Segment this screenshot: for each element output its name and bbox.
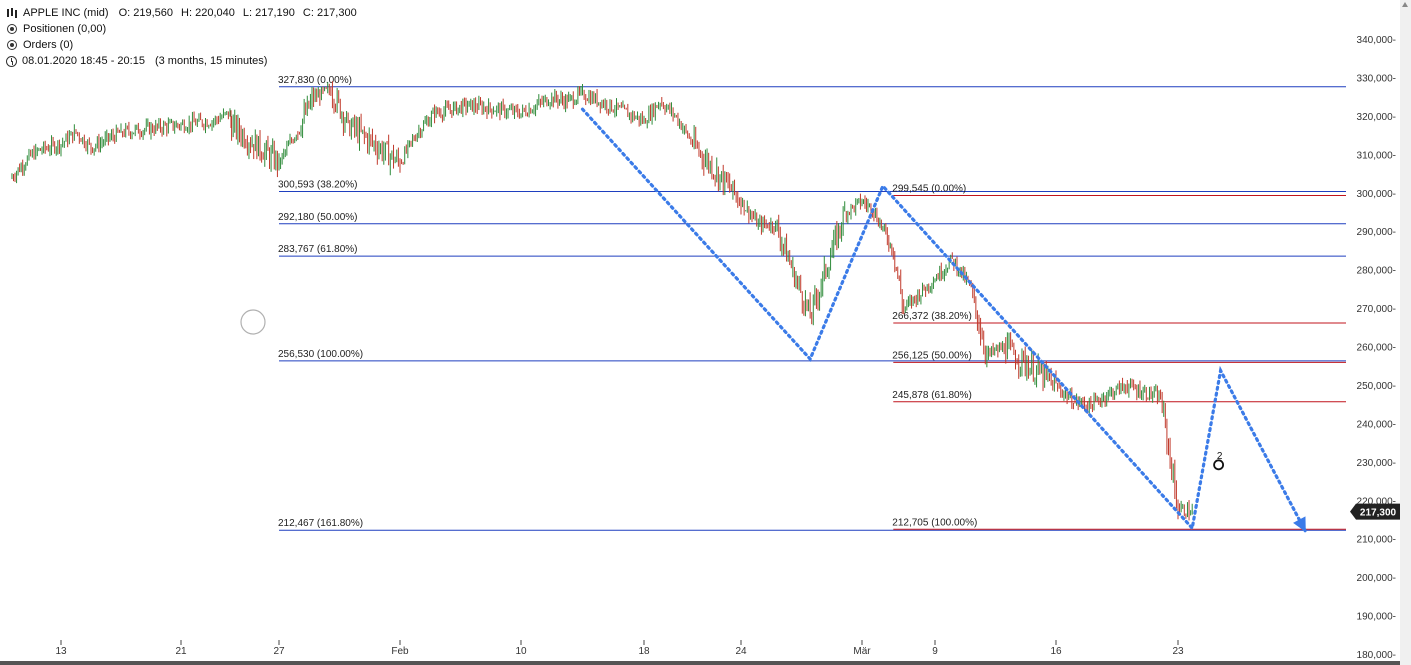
x-tick-label: 18 — [638, 646, 650, 657]
high-value: 220,040 — [195, 7, 235, 19]
y-tick-label: 230,000- — [1357, 458, 1396, 469]
y-tick-label: 280,000- — [1357, 266, 1396, 277]
price-tag-shape — [1350, 503, 1400, 520]
y-tick-label: 260,000- — [1357, 343, 1396, 354]
last-price-label: 217,300 — [1360, 508, 1397, 519]
fib-label: 256,125 (50.00%) — [892, 350, 972, 361]
orders-label[interactable]: Orders (0) — [23, 39, 74, 51]
y-tick-label: 180,000- — [1357, 650, 1396, 661]
info-panel: APPLE INC (mid) O: 219,560 H: 220,040 L:… — [6, 5, 357, 69]
bottom-bar — [0, 661, 1400, 665]
x-tick-label: Feb — [391, 646, 409, 657]
positions-label[interactable]: Positionen (0,00) — [23, 23, 107, 35]
x-tick-label: 13 — [55, 646, 67, 657]
fib-label: 212,467 (161.80%) — [278, 518, 363, 529]
fib-label: 212,705 (100.00%) — [892, 517, 977, 528]
zigzag-projection[interactable] — [580, 107, 1308, 534]
y-axis: 340,000- 330,000- 320,000- 310,000- 300,000-… — [1357, 35, 1396, 661]
zigzag-line[interactable] — [580, 107, 1308, 534]
last-price-tag: 217,300 — [1350, 503, 1400, 520]
candles — [11, 81, 1193, 521]
timeframe-row[interactable]: 08.01.2020 18:45 - 20:15 (3 months, 15 m… — [6, 53, 357, 69]
timeframe-range: 08.01.2020 18:45 - 20:15 — [22, 55, 145, 67]
y-tick-label: 200,000- — [1357, 573, 1396, 584]
y-tick-label: 290,000- — [1357, 227, 1396, 238]
orders-row[interactable]: Orders (0) — [6, 37, 357, 53]
y-tick-label: 220,000- — [1357, 496, 1396, 507]
fib-label: 327,830 (0.00%) — [278, 75, 352, 86]
fib-label: 266,372 (38.20%) — [892, 311, 972, 322]
x-tick-label: 23 — [1172, 646, 1184, 657]
y-tick-label: 320,000- — [1357, 112, 1396, 123]
orders-icon[interactable] — [7, 40, 17, 50]
y-tick-label: 310,000- — [1357, 150, 1396, 161]
arrowhead-icon — [1293, 516, 1306, 532]
cursor-circle-icon[interactable] — [240, 309, 266, 335]
annotation-circle-icon — [1213, 459, 1224, 471]
fib-label: 299,545 (0.00%) — [892, 183, 966, 194]
fib-levels[interactable]: 327,830 (0.00%) 300,593 (38.20%) 292,180 (… — [278, 75, 1346, 531]
chart-type-icon[interactable] — [6, 7, 18, 19]
fib-label: 283,767 (61.80%) — [278, 244, 358, 255]
symbol-name: APPLE INC (mid) — [23, 7, 109, 19]
right-scrollbar-track[interactable] — [1400, 0, 1411, 665]
fib-label: 256,530 (100.00%) — [278, 349, 363, 360]
x-axis: 13 21 27 Feb 10 18 24 Mär 9 16 23 — [55, 640, 1184, 657]
annotation: 2 — [1213, 451, 1224, 471]
fib-label: 292,180 (50.00%) — [278, 212, 358, 223]
open-value: 219,560 — [133, 7, 174, 19]
y-tick-label: 210,000- — [1357, 535, 1396, 546]
y-tick-label: 240,000- — [1357, 419, 1396, 430]
y-tick-label: 300,000- — [1357, 189, 1396, 200]
x-tick-label: 9 — [932, 646, 938, 657]
close-value: 217,300 — [316, 7, 357, 19]
annotation-label: 2 — [1217, 451, 1223, 462]
fib-label: 300,593 (38.20%) — [278, 179, 358, 190]
x-tick-label: Mär — [853, 646, 871, 657]
open-label: O: — [118, 7, 131, 19]
y-tick-label: 340,000- — [1357, 35, 1396, 46]
y-tick-label: 190,000- — [1357, 612, 1396, 623]
positions-row[interactable]: Positionen (0,00) — [6, 21, 357, 37]
y-tick-label: 270,000- — [1357, 304, 1396, 315]
x-tick-label: 24 — [735, 646, 747, 657]
low-value: 217,190 — [255, 7, 295, 19]
ohlc-row: APPLE INC (mid) O: 219,560 H: 220,040 L:… — [6, 5, 357, 21]
x-tick-label: 21 — [175, 646, 187, 657]
scroll-up-icon[interactable] — [1402, 2, 1408, 7]
low-label: L: — [242, 7, 253, 19]
x-tick-label: 27 — [273, 646, 285, 657]
x-tick-label: 16 — [1050, 646, 1062, 657]
positions-icon[interactable] — [7, 24, 17, 34]
y-tick-label: 330,000- — [1357, 73, 1396, 84]
clock-icon[interactable] — [6, 55, 17, 67]
x-tick-label: 10 — [515, 646, 527, 657]
close-label: C: — [302, 7, 314, 19]
y-tick-label: 250,000- — [1357, 381, 1396, 392]
timeframe-period: (3 months, 15 minutes) — [154, 55, 268, 67]
fib-label: 245,878 (61.80%) — [892, 390, 972, 401]
high-label: H: — [181, 7, 193, 19]
